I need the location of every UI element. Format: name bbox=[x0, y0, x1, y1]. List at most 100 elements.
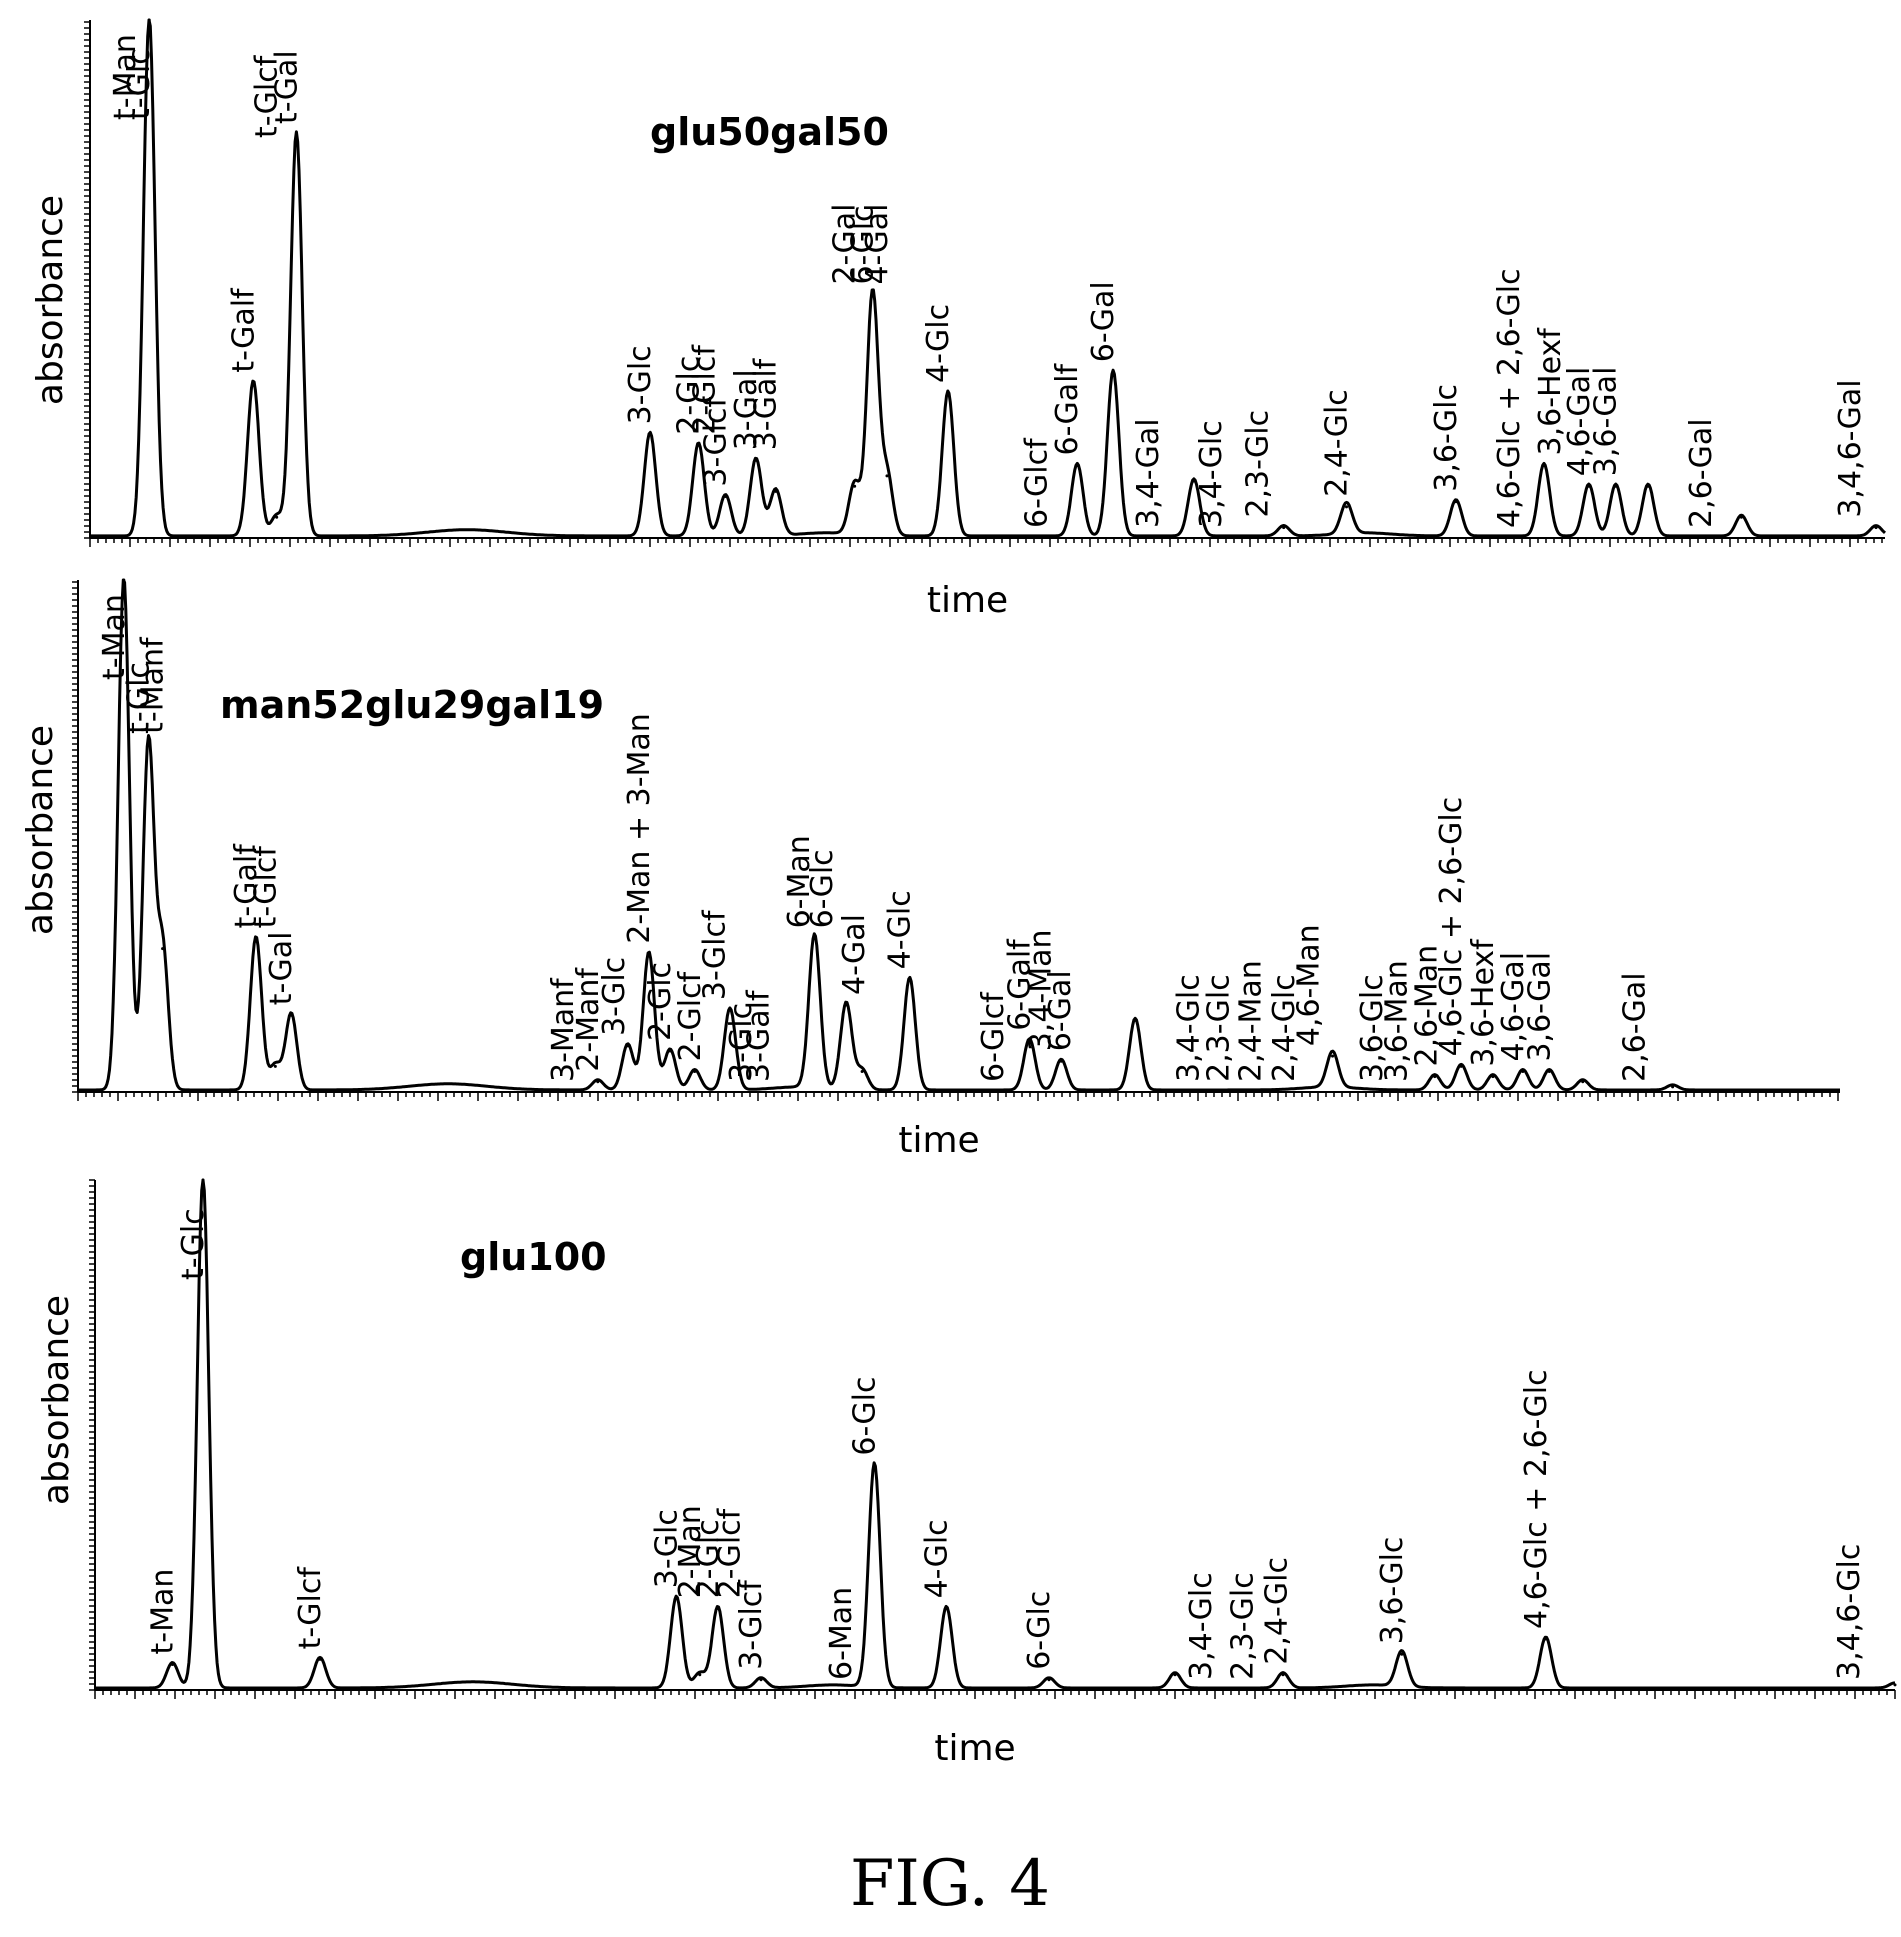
peak-annotation: 4,6-Man bbox=[1291, 924, 1326, 1046]
peak-point bbox=[1059, 1059, 1063, 1063]
axis-ticks bbox=[72, 581, 1839, 1101]
peak-annotation: 4,6-Glc + 2,6-Glc bbox=[1492, 268, 1527, 528]
peak-annotation: 6-Gal bbox=[1043, 970, 1078, 1051]
peak-annotation: 2-Man + 3-Man bbox=[622, 713, 657, 944]
peak-point bbox=[1547, 1070, 1551, 1074]
peak-point bbox=[626, 1044, 630, 1048]
peak-annotation: 3,6-Hexf bbox=[1533, 327, 1568, 456]
peak-annotation: t-Gal bbox=[269, 50, 304, 124]
chromatogram-trace bbox=[89, 18, 1887, 538]
peak-annotation: 3,6-Man bbox=[1380, 960, 1415, 1082]
peak-annotation: t-Glcf bbox=[250, 54, 285, 138]
peak-annotation: 2,3-Glc bbox=[1202, 974, 1237, 1082]
peak-annotation: 2,6-Gal bbox=[1684, 418, 1719, 528]
peak-point bbox=[944, 1606, 948, 1610]
peak-point bbox=[254, 936, 258, 940]
peak-annotation: 3,4-Man bbox=[1024, 929, 1059, 1051]
peak-point bbox=[908, 977, 912, 981]
peak-annotation: 3-Glc bbox=[597, 957, 632, 1036]
peak-point bbox=[1075, 463, 1079, 467]
peak-annotation: 3-Galf bbox=[749, 357, 784, 450]
peak-point bbox=[759, 1678, 763, 1682]
peak-annotation: 2,4-Man bbox=[1233, 960, 1268, 1082]
peak-point bbox=[668, 1049, 672, 1053]
chromatogram-panel-man52glu29gal19: man52glu29gal19absorbancetimet-Mant-Glct… bbox=[20, 578, 1841, 1161]
peak-point bbox=[1459, 1064, 1463, 1068]
peak-point bbox=[1581, 1080, 1585, 1084]
chromatogram-trace bbox=[94, 1178, 1896, 1690]
peak-annotation: 3,4-Glc bbox=[1194, 420, 1229, 528]
y-axis-label: absorbance bbox=[30, 195, 71, 405]
peak-annotation: t-Man bbox=[97, 594, 132, 680]
peak-point bbox=[1281, 1673, 1285, 1677]
peak-point bbox=[1739, 515, 1743, 519]
peak-annotation: 3,6-Glc bbox=[1375, 1537, 1410, 1645]
peak-annotation: 2,6-Man bbox=[1410, 945, 1445, 1067]
peak-annotation: 3,4-Glc bbox=[1184, 1572, 1219, 1680]
peak-point bbox=[161, 947, 165, 951]
peak-annotation: 2,6-Gal bbox=[1617, 972, 1652, 1082]
peak-point bbox=[698, 1673, 702, 1677]
peak-point bbox=[844, 1003, 848, 1007]
peak-annotation: t-Galf bbox=[229, 843, 264, 929]
peak-annotation: 3,4,6-Glc bbox=[1832, 1544, 1867, 1680]
peak-point bbox=[1433, 1075, 1437, 1079]
peak-annotation: 4-Gal bbox=[837, 914, 872, 995]
peak-annotation: t-Glc bbox=[176, 1208, 211, 1280]
peak-annotation: 4-Glc bbox=[921, 304, 956, 383]
peak-annotation: 4,6-Glc + 2,6-Glc bbox=[1434, 797, 1469, 1057]
peak-annotation: 3-Manf bbox=[546, 977, 581, 1082]
peak-annotation: 4-Glc bbox=[919, 1519, 954, 1598]
x-axis-label: time bbox=[934, 1728, 1015, 1769]
peak-annotation: t-Glc bbox=[122, 48, 157, 120]
peak-annotation: 3-Galf bbox=[742, 989, 777, 1082]
peak-point bbox=[1047, 1678, 1051, 1682]
panel-title: man52glu29gal19 bbox=[220, 683, 604, 727]
peak-point bbox=[1192, 479, 1196, 483]
peak-annotation: 2-Gal bbox=[828, 204, 863, 285]
peak-annotation: 3,6-Hexf bbox=[1466, 938, 1501, 1067]
peak-annotation: 6-Man bbox=[782, 835, 817, 928]
peak-annotation: 4-Gal bbox=[860, 204, 895, 285]
peak-point bbox=[251, 381, 255, 385]
peak-point bbox=[1874, 526, 1878, 530]
panel-title: glu50gal50 bbox=[650, 110, 889, 154]
peak-annotation: 3-Glcf bbox=[698, 909, 733, 1000]
axis-ticks bbox=[89, 1179, 1896, 1699]
peak-annotation: 3-Gal bbox=[729, 369, 764, 450]
peak-annotation: 3-Glc bbox=[623, 345, 658, 424]
peak-annotation: 2,3-Glc bbox=[1225, 1572, 1260, 1680]
peak-annotation: 3,4,6-Gal bbox=[1833, 379, 1868, 517]
peak-point bbox=[1111, 370, 1115, 374]
peak-annotation: 6-Galf bbox=[1002, 938, 1037, 1031]
peak-point bbox=[1027, 1039, 1031, 1043]
peak-annotation: t-Man bbox=[108, 34, 143, 120]
peak-annotation: 3-Glc bbox=[649, 1509, 684, 1588]
peak-annotation: 6-Galf bbox=[1050, 363, 1085, 456]
peak-annotation: t-Glcf bbox=[293, 1566, 328, 1650]
peak-point bbox=[318, 1657, 322, 1661]
peak-point bbox=[723, 495, 727, 499]
peak-point bbox=[1400, 1652, 1404, 1656]
peak-point bbox=[728, 1008, 732, 1012]
peak-point bbox=[1671, 1085, 1675, 1089]
peak-annotation: 4-Glc bbox=[883, 890, 918, 969]
peak-point bbox=[289, 1013, 293, 1017]
axis-ticks bbox=[84, 21, 1883, 547]
peak-point bbox=[853, 484, 857, 488]
y-axis-label: absorbance bbox=[20, 725, 61, 935]
peak-point bbox=[1282, 526, 1286, 530]
peak-annotation: 4,6-Gal bbox=[1562, 367, 1597, 477]
peak-point bbox=[1646, 484, 1650, 488]
peak-point bbox=[146, 742, 150, 746]
peak-point bbox=[813, 936, 817, 940]
peak-annotation: 3,4-Gal bbox=[1131, 418, 1166, 528]
peak-point bbox=[697, 443, 701, 447]
peak-point bbox=[754, 458, 758, 462]
y-axis-label: absorbance bbox=[36, 1295, 77, 1505]
peak-point bbox=[716, 1606, 720, 1610]
peak-point bbox=[201, 1178, 205, 1182]
peak-annotation: 6-Man bbox=[824, 1587, 859, 1680]
peak-point bbox=[860, 1070, 864, 1074]
